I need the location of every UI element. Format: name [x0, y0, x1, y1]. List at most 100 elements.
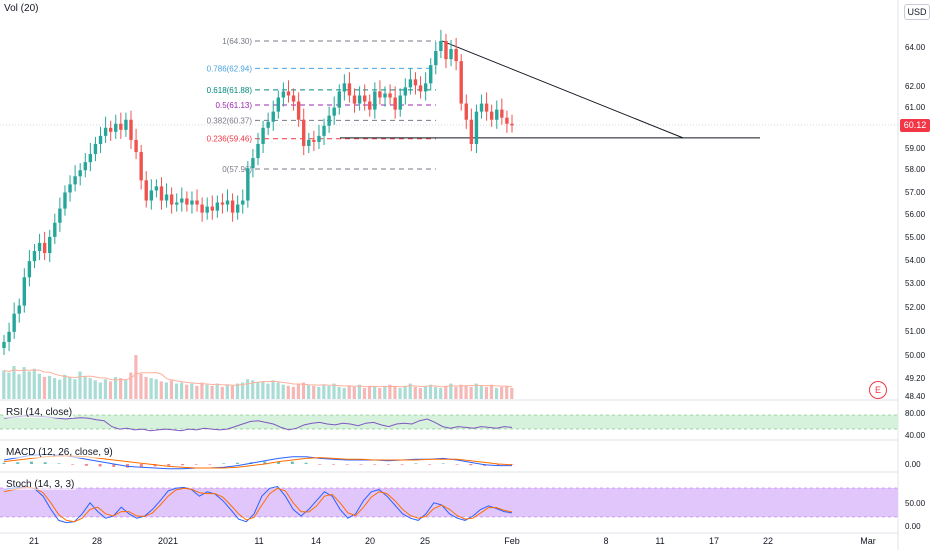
candlestick-series: [2, 29, 514, 356]
volume-bar: [235, 383, 240, 399]
macd-histogram-bar: [359, 464, 363, 465]
macd-label[interactable]: MACD (12, 26, close, 9): [4, 447, 115, 458]
candle-body: [423, 83, 428, 92]
descending-trendline: [441, 40, 684, 139]
candle-body: [32, 251, 37, 262]
candle-body: [444, 40, 448, 60]
macd-histogram-bar: [428, 464, 432, 465]
time-tick-label: 11: [655, 536, 664, 546]
price-axis[interactable]: 64.00 62.00 61.00 59.00 58.00 57.00 56.00 55.00…: [905, 43, 926, 401]
macd-histogram-bar: [373, 464, 377, 465]
volume-bar: [500, 386, 504, 399]
candle-body: [510, 123, 514, 126]
candle-body: [459, 61, 463, 104]
rsi-label[interactable]: RSI (14, close): [4, 407, 75, 418]
rsi-pane: 80.00 40.00: [0, 409, 926, 440]
candle-body: [464, 103, 468, 120]
candle-body: [68, 184, 72, 193]
macd-histogram-bar: [277, 461, 281, 464]
volume-bar: [124, 379, 128, 399]
candle-body: [42, 242, 47, 254]
volume-bar: [68, 377, 72, 399]
price-tick-label: 50.00: [905, 351, 926, 360]
time-axis[interactable]: 21 28 2021 11 14 20 25 Feb 8 11 17 22 Mar: [29, 536, 876, 546]
macd-histogram-bar: [345, 464, 349, 465]
time-tick-label: 2021: [158, 536, 178, 546]
macd-histogram-bar: [386, 464, 390, 465]
volume-bar: [494, 388, 499, 399]
volume-bar: [164, 382, 168, 399]
macd-histogram-bar: [16, 462, 20, 464]
volume-bar: [454, 386, 458, 399]
macd-histogram-bar: [496, 464, 500, 466]
candle-body: [418, 85, 423, 92]
candle-body: [230, 200, 235, 213]
volume-bar: [22, 367, 26, 399]
candle-body: [88, 154, 93, 163]
candle-body: [159, 186, 164, 201]
volume-bar: [510, 388, 514, 399]
candle-body: [449, 49, 453, 60]
volume-bar: [174, 383, 179, 399]
triangle-drawing[interactable]: [340, 40, 760, 139]
grid-lines: [0, 0, 899, 550]
candle-body: [439, 40, 443, 52]
candle-body: [484, 103, 489, 112]
volume-bar: [144, 377, 148, 399]
price-tick-label: 48.40: [905, 392, 926, 401]
volume-bar: [240, 382, 245, 399]
price-tick-label: 53.00: [905, 279, 926, 288]
candle-body: [261, 127, 265, 144]
stochastic-pane: 50.00 0.00: [0, 485, 926, 531]
candle-body: [235, 204, 240, 213]
candle-body: [500, 109, 504, 118]
earnings-icon[interactable]: E: [869, 381, 887, 399]
candle-body: [58, 208, 62, 223]
volume-bar: [17, 374, 21, 399]
price-tick-label: 64.00: [905, 43, 926, 52]
candle-body: [195, 200, 199, 205]
rsi-line: [3, 415, 513, 432]
candle-body: [474, 111, 479, 144]
macd-histogram-bar: [71, 464, 75, 465]
currency-button[interactable]: USD: [904, 4, 930, 20]
volume-bar: [408, 383, 412, 399]
candle-body: [434, 51, 438, 66]
volume-bar: [469, 386, 473, 399]
volume-bar: [439, 388, 443, 399]
macd-histogram-bar: [222, 463, 226, 464]
macd-histogram-bar: [167, 464, 171, 466]
stoch-tick-label: 50.00: [905, 499, 926, 508]
candle-body: [180, 198, 184, 203]
candle-body: [368, 101, 372, 110]
volume-bar: [195, 385, 199, 399]
candle-body: [200, 204, 204, 213]
volume-bar: [246, 379, 250, 399]
volume-bar: [113, 377, 118, 399]
volume-bar: [42, 377, 47, 399]
stoch-d-line: [3, 486, 513, 523]
volume-bar: [103, 379, 107, 399]
volume-bar: [413, 386, 417, 399]
candle-body: [266, 121, 270, 128]
candle-body: [114, 123, 118, 132]
volume-bar: [301, 382, 306, 399]
candle-body: [317, 135, 321, 142]
volume-bar: [423, 385, 428, 399]
stoch-label[interactable]: Stoch (14, 3, 3): [4, 479, 77, 490]
price-tick-label: 54.00: [905, 256, 926, 265]
fib-level-label: 1(64.30): [222, 37, 252, 46]
volume-bar: [225, 384, 229, 399]
volume-indicator-label[interactable]: Vol (20): [4, 3, 39, 14]
price-tick-label: 55.00: [905, 233, 926, 242]
fibonacci-retracement[interactable]: 1(64.30) 0.786(62.94) 0.618(61.88) 0.5(61.1…: [207, 37, 436, 174]
volume-bar: [266, 383, 270, 399]
candle-body: [185, 198, 189, 205]
candle-body: [210, 206, 214, 211]
volume-bar: [367, 385, 372, 399]
macd-histogram-bar: [112, 464, 116, 467]
volume-bar: [357, 384, 361, 399]
volume-bar: [88, 378, 92, 399]
volume-bar: [215, 383, 219, 399]
